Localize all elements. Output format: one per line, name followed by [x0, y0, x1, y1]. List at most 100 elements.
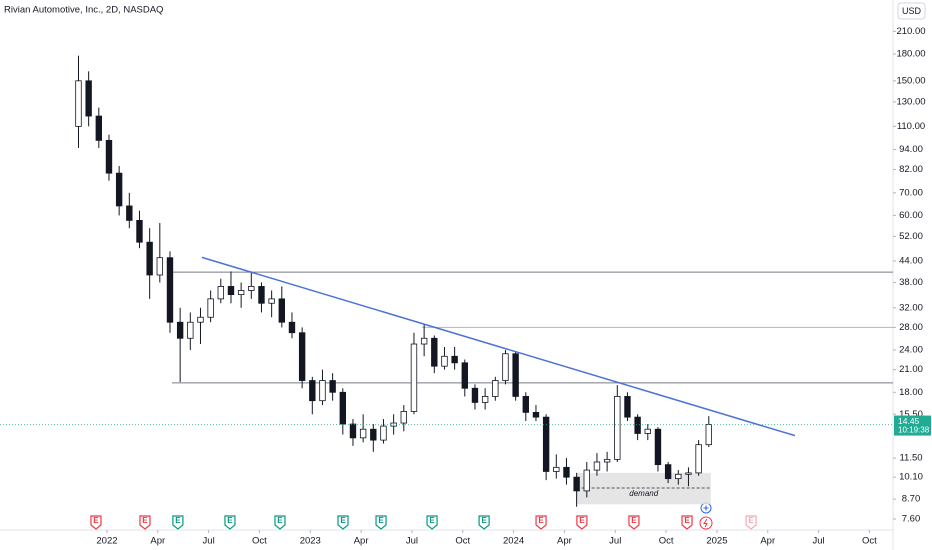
- alert-icon[interactable]: [699, 502, 713, 530]
- candle-body: [217, 286, 225, 300]
- candle-body: [420, 337, 428, 345]
- x-tick-label: Jul: [609, 536, 621, 547]
- trendline: [201, 256, 796, 437]
- earnings-marker[interactable]: E: [139, 515, 151, 530]
- candle-body: [583, 469, 590, 492]
- candle-body: [532, 411, 540, 418]
- candle: [207, 290, 214, 323]
- currency-label[interactable]: USD: [902, 6, 922, 16]
- candle-body: [431, 337, 438, 367]
- candle-body: [237, 290, 245, 296]
- earnings-marker[interactable]: E: [535, 515, 547, 530]
- candle: [502, 350, 509, 385]
- earnings-badge: [337, 515, 349, 530]
- candle: [624, 392, 631, 422]
- earnings-label: E: [93, 516, 99, 525]
- candle-body: [187, 321, 194, 339]
- candle: [237, 282, 245, 308]
- candle: [492, 376, 499, 401]
- candle: [512, 351, 519, 401]
- y-tick-label: 32.00: [899, 302, 923, 313]
- candle: [176, 307, 184, 383]
- candle-body: [146, 241, 153, 276]
- candle-body: [654, 428, 662, 466]
- candle-body: [115, 172, 123, 207]
- earnings-badge: [478, 515, 490, 530]
- x-tick-label: Oct: [252, 536, 267, 547]
- candle-body: [156, 257, 164, 276]
- earnings-marker[interactable]: E: [375, 515, 387, 530]
- candle-body: [227, 286, 235, 296]
- earnings-badge: [535, 515, 547, 530]
- candle: [553, 454, 560, 479]
- candle-body: [705, 424, 712, 446]
- candle-body: [136, 219, 143, 243]
- candle-body: [75, 80, 82, 127]
- candle: [126, 192, 133, 229]
- earnings-marker[interactable]: E: [745, 515, 757, 530]
- candle-body: [410, 343, 418, 412]
- candle-body: [492, 380, 499, 397]
- x-tick-label: 2025: [706, 536, 727, 547]
- candle-body: [85, 80, 92, 117]
- candle-body: [634, 416, 641, 434]
- earnings-marker[interactable]: E: [628, 515, 640, 530]
- candle-body: [461, 362, 468, 389]
- y-tick-label: 150.00: [896, 75, 925, 86]
- earnings-marker[interactable]: E: [337, 515, 349, 530]
- earnings-label: E: [227, 516, 233, 525]
- earnings-badge: [139, 515, 151, 530]
- candle-body: [288, 321, 296, 334]
- candle: [644, 424, 651, 441]
- dividend-bolt: [703, 518, 708, 528]
- candle-body: [268, 298, 275, 304]
- candle-body: [695, 444, 702, 474]
- earnings-marker[interactable]: E: [681, 515, 693, 530]
- candle-body: [329, 380, 336, 393]
- earnings-badge: [172, 515, 184, 530]
- candle: [675, 470, 682, 485]
- candle-body: [197, 316, 204, 323]
- candle-body: [593, 461, 601, 471]
- candle-body: [502, 353, 509, 381]
- earnings-label: E: [175, 516, 181, 525]
- earnings-marker[interactable]: E: [90, 515, 102, 530]
- x-tick-label: Apr: [150, 536, 165, 547]
- chart-title: Rivian Automotive, Inc., 2D, NASDAQ: [4, 5, 163, 16]
- candle-body: [400, 411, 407, 424]
- candle: [217, 278, 225, 304]
- earnings-marker[interactable]: E: [576, 515, 588, 530]
- demand-label: demand: [629, 489, 658, 498]
- candle: [146, 228, 153, 299]
- earnings-badge: [90, 515, 102, 530]
- y-tick-label: 8.70: [902, 494, 921, 505]
- candle-body: [624, 396, 631, 418]
- candle: [197, 307, 204, 345]
- x-tick-label: 2023: [300, 536, 321, 547]
- candle-body: [522, 396, 529, 413]
- x-tick-label: Apr: [354, 536, 369, 547]
- y-tick-label: 24.00: [899, 345, 923, 356]
- earnings-marker[interactable]: E: [426, 515, 438, 530]
- candle-body: [685, 472, 692, 475]
- candle: [451, 347, 458, 370]
- candle: [583, 461, 590, 498]
- candle-body: [471, 387, 479, 403]
- candle-body: [542, 416, 550, 472]
- earnings-badge: [628, 515, 640, 530]
- earnings-marker[interactable]: E: [478, 515, 490, 530]
- y-tick-label: 28.00: [899, 322, 923, 333]
- earnings-label: E: [538, 516, 544, 525]
- currency-box[interactable]: [897, 2, 926, 20]
- candle-body: [319, 380, 326, 402]
- earnings-marker[interactable]: E: [172, 515, 184, 530]
- earnings-badge: [224, 515, 236, 530]
- earnings-marker[interactable]: E: [224, 515, 236, 530]
- earnings-label: E: [748, 516, 754, 525]
- earnings-label: E: [684, 516, 690, 525]
- y-tick-label: 94.00: [899, 144, 923, 155]
- earnings-badge: [375, 515, 387, 530]
- earnings-marker[interactable]: E: [274, 515, 286, 530]
- candle-body: [451, 355, 458, 364]
- candle: [603, 451, 611, 472]
